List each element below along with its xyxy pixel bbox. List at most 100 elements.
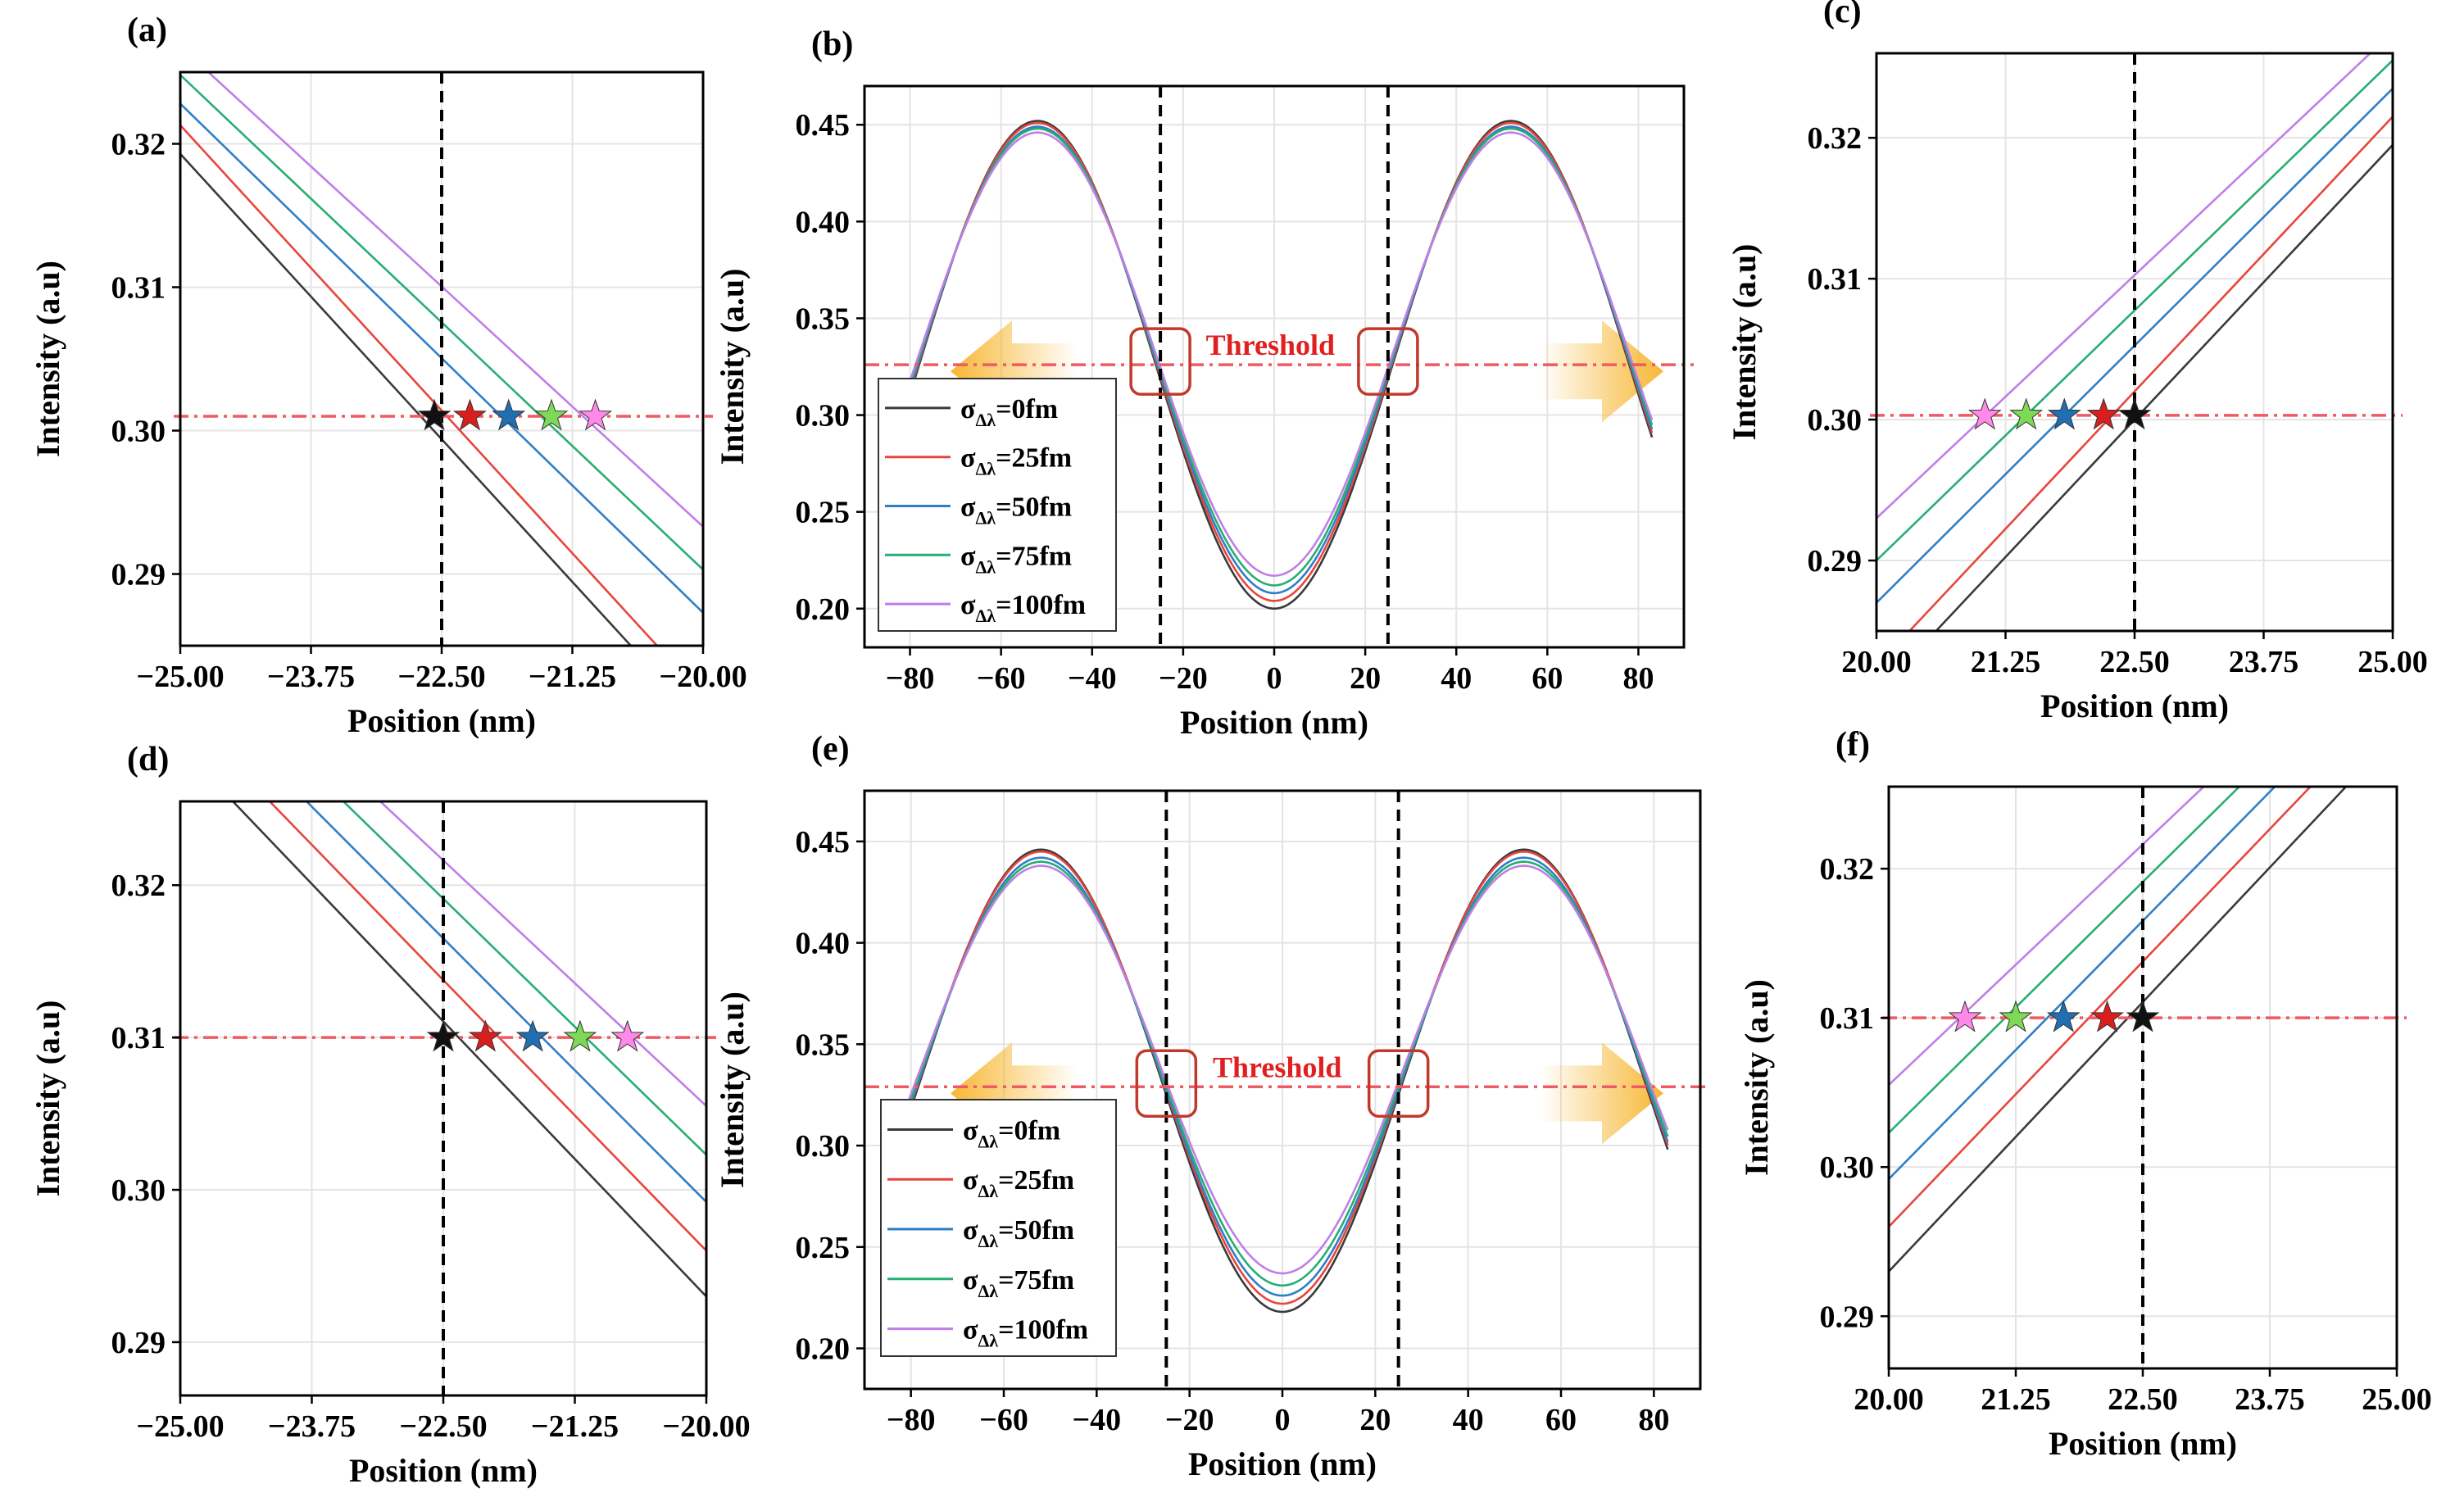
y-tick-label: 0.30 (796, 399, 851, 433)
legend-symbol: σ (960, 394, 976, 424)
y-tick-label: 0.35 (796, 1028, 851, 1062)
legend-symbol: σ (963, 1315, 978, 1345)
y-axis-label: Intensity (a.u) (1738, 979, 1775, 1176)
star-marker-3 (2086, 397, 2121, 430)
highlight-box (1367, 1049, 1430, 1119)
legend-subscript: Δλ (976, 410, 996, 430)
series-line-2 (887, 856, 1669, 1297)
x-tick-label: −21.25 (529, 660, 616, 694)
y-tick-label: 0.30 (111, 1173, 166, 1208)
legend-label-4: σΔλ=100fm (960, 590, 1086, 626)
legend-symbol: σ (960, 541, 976, 571)
x-tick-label: −40 (1068, 661, 1117, 696)
y-axis-label: Intensity (a.u) (1726, 243, 1763, 440)
star-marker-0 (417, 398, 452, 431)
legend-label-1: σΔλ=25fm (963, 1165, 1074, 1201)
y-tick-label: 0.25 (796, 496, 851, 530)
panel-e: Threshold −80 −60 −40 −20 0 20 40 60 80 0.20 0.25 0.… (714, 730, 1710, 1482)
panel-label: (b) (811, 25, 853, 63)
x-tick-label: −20 (1159, 661, 1208, 696)
x-tick-label: −25.00 (136, 660, 224, 694)
legend-value: =100fm (996, 590, 1086, 620)
legend-subscript: Δλ (978, 1331, 999, 1351)
y-tick-label: 0.45 (796, 108, 851, 143)
x-tick-label: 40 (1453, 1403, 1484, 1437)
legend-label-2: σΔλ=50fm (963, 1215, 1074, 1251)
plot-area (886, 120, 1663, 610)
x-tick-label: −80 (887, 1403, 936, 1437)
x-tick-label: −20 (1165, 1403, 1214, 1437)
legend-symbol: σ (960, 590, 976, 620)
legend-value: =25fm (998, 1165, 1074, 1196)
panel-b: Threshold −80 −60 −40 −20 0 20 40 60 80 0.20 0.25 0.… (714, 25, 1694, 741)
legend-value: =0fm (998, 1115, 1060, 1146)
y-axis-label: Intensity (a.u) (714, 992, 751, 1188)
series-line-3 (343, 801, 706, 1156)
series-line-1 (1908, 116, 2393, 631)
y-tick-label: 0.25 (796, 1231, 851, 1265)
x-tick-label: 25.00 (2362, 1382, 2432, 1417)
y-tick-label: 0.20 (796, 1332, 851, 1367)
y-tick-label: 0.31 (1808, 262, 1863, 297)
legend-symbol: σ (963, 1215, 978, 1246)
y-tick-label: 0.31 (1820, 1001, 1875, 1036)
star-marker-3 (2090, 1000, 2125, 1032)
star-marker-3 (563, 1019, 597, 1052)
legend-symbol: σ (960, 492, 976, 522)
legend-value: =50fm (996, 492, 1072, 522)
star-marker-4 (2126, 1000, 2160, 1032)
panel-a: −25.00 −23.75 −22.50 −21.25 −20.00 0.29 0.30 0.… (29, 11, 747, 739)
star-marker-3 (534, 398, 569, 431)
legend-value: =100fm (998, 1315, 1088, 1345)
legend-subscript: Δλ (976, 556, 996, 577)
panel-label: (d) (127, 741, 169, 778)
series-line-0 (886, 120, 1654, 610)
highlight-box (1135, 1049, 1198, 1119)
y-tick-label: 0.45 (796, 825, 851, 860)
panel-label: (a) (127, 11, 167, 49)
series-line-3 (886, 127, 1654, 587)
x-tick-label: −60 (977, 661, 1026, 696)
legend-subscript: Δλ (978, 1231, 999, 1251)
series-line-1 (180, 124, 659, 646)
panel-c: 20.00 21.25 22.50 23.75 25.00 0.29 0.30 0.31 0.3… (1726, 0, 2428, 724)
y-tick-label: 0.32 (111, 869, 166, 903)
y-tick-label: 0.32 (1808, 121, 1863, 156)
x-axis-label: Position (nm) (349, 1452, 538, 1489)
x-tick-label: −60 (979, 1403, 1028, 1437)
legend-symbol: σ (963, 1115, 978, 1146)
y-tick-label: 0.32 (111, 128, 166, 162)
legend-label-2: σΔλ=50fm (960, 492, 1072, 528)
x-axis-label: Position (nm) (2049, 1425, 2237, 1462)
legend-label-3: σΔλ=75fm (963, 1265, 1074, 1301)
star-marker-4 (610, 1019, 645, 1052)
panel-f: 20.00 21.25 22.50 23.75 25.00 0.29 0.30 0.31 0.3… (1738, 726, 2432, 1462)
x-tick-label: −20.00 (659, 660, 746, 694)
series-line-3 (1876, 59, 2393, 561)
x-axis-label: Position (nm) (2040, 687, 2229, 724)
series-line-4 (886, 131, 1654, 577)
panel-label: (e) (811, 730, 850, 768)
star-marker-0 (1948, 1000, 1982, 1032)
series-line-4 (1889, 787, 2205, 1087)
x-tick-label: 40 (1441, 661, 1472, 696)
right-arrow-shape (1541, 320, 1663, 423)
series-line-0 (1889, 787, 2347, 1273)
y-tick-label: 0.40 (796, 927, 851, 961)
star-marker-2 (2047, 397, 2081, 430)
legend-subscript: Δλ (978, 1281, 999, 1301)
legend-value: =75fm (998, 1265, 1074, 1296)
star-marker-0 (426, 1019, 461, 1052)
x-tick-label: 0 (1267, 661, 1282, 696)
series-line-1 (1889, 787, 2312, 1227)
legend-symbol: σ (963, 1165, 978, 1196)
legend-subscript: Δλ (978, 1131, 999, 1151)
legend-subscript: Δλ (976, 507, 996, 528)
x-tick-label: −80 (886, 661, 935, 696)
legend-label-4: σΔλ=100fm (963, 1315, 1088, 1351)
x-tick-label: 0 (1275, 1403, 1291, 1437)
series-line-2 (886, 125, 1654, 595)
